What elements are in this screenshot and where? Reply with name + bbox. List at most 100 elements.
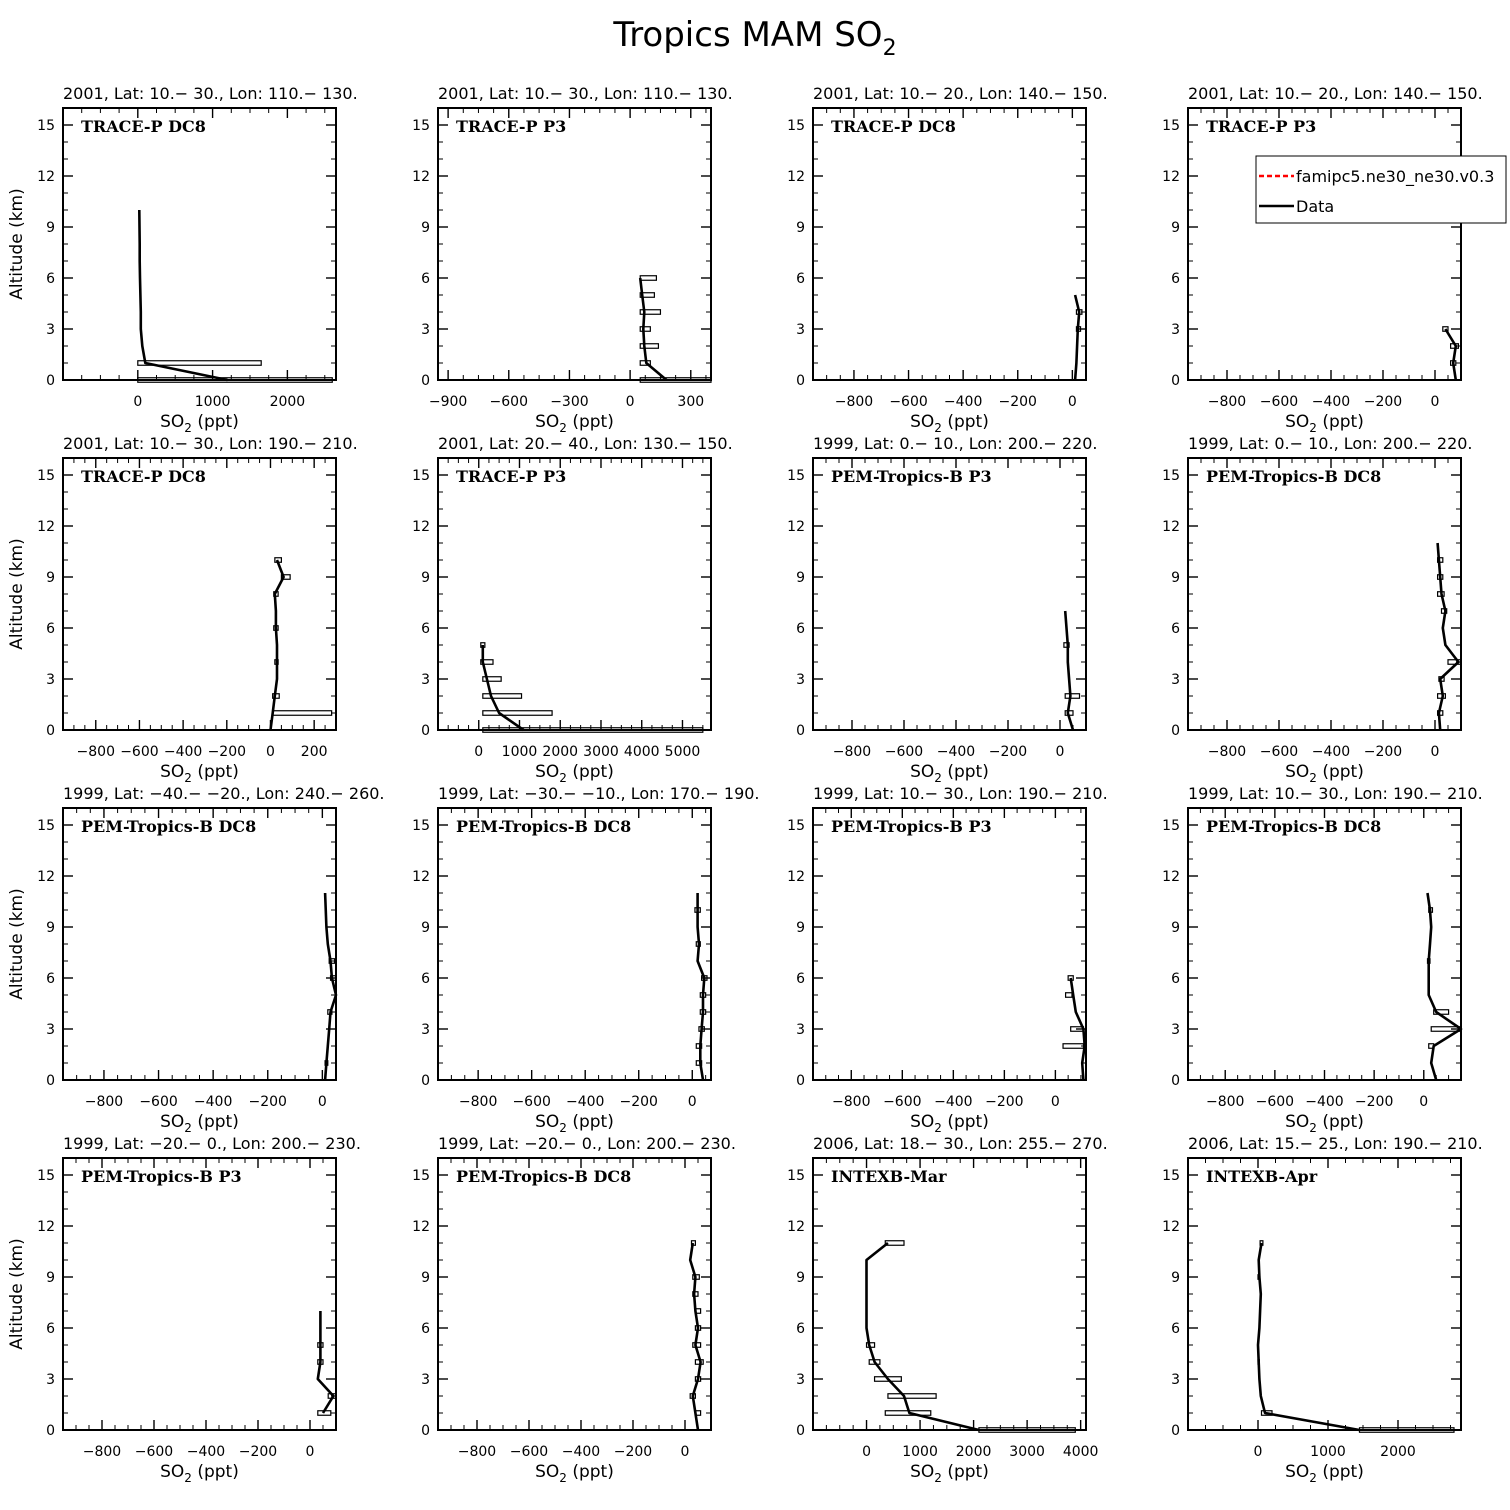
y-tick-label: 15 <box>412 818 430 834</box>
data-profile-line <box>1436 542 1460 731</box>
range-bar <box>482 710 553 716</box>
campaign-label: PEM-Tropics-B P3 <box>831 467 992 486</box>
x-tick-label: 2000 <box>542 744 578 760</box>
x-tick-label: 4000 <box>1063 1444 1099 1460</box>
x-tick-label: −600 <box>139 1094 177 1110</box>
data-profile-line <box>1256 1242 1360 1432</box>
y-tick-label: 0 <box>421 1073 430 1089</box>
x-axis-label: SO2 (ppt) <box>1285 412 1364 435</box>
y-tick-label: 12 <box>37 519 55 535</box>
x-tick-label: 0 <box>1068 394 1077 410</box>
campaign-label: PEM-Tropics-B P3 <box>81 1167 242 1186</box>
x-tick-label: 200 <box>301 744 328 760</box>
y-tick-label: 6 <box>1171 271 1180 287</box>
x-tick-label: 0 <box>133 394 142 410</box>
data-profile-line <box>138 209 228 382</box>
y-tick-label: 9 <box>46 1270 55 1286</box>
range-bar <box>280 574 291 580</box>
y-tick-label: 0 <box>796 1073 805 1089</box>
y-tick-label: 0 <box>421 373 430 389</box>
range-bar <box>272 710 333 716</box>
data-profile-line <box>1063 610 1075 731</box>
y-tick-label: 9 <box>421 920 430 936</box>
y-tick-label: 0 <box>46 1423 55 1439</box>
x-tick-label: 0 <box>1419 1094 1428 1110</box>
x-tick-label: −300 <box>550 394 588 410</box>
y-tick-label: 3 <box>1171 1372 1180 1388</box>
panel-14: 1999, Lat: −20.− 0., Lon: 200.− 230. PEM-… <box>412 1134 736 1485</box>
legend-box <box>1255 155 1507 224</box>
y-tick-label: 3 <box>796 322 805 338</box>
plot-frame <box>62 107 337 381</box>
x-axis-label: SO2 (ppt) <box>1285 1462 1364 1485</box>
panel-title: 1999, Lat: −30.− −10., Lon: 170.− 190. <box>438 784 760 803</box>
y-tick-label: 12 <box>412 169 430 185</box>
panel-7: 1999, Lat: 0.− 10., Lon: 200.− 220. PEM-T… <box>787 434 1097 785</box>
y-tick-label: 12 <box>1162 169 1180 185</box>
x-tick-label: 0 <box>626 394 635 410</box>
panel-title: 1999, Lat: 0.− 10., Lon: 200.− 220. <box>1188 434 1473 453</box>
panel-title: 1999, Lat: 10.− 30., Lon: 190.− 210. <box>813 784 1108 803</box>
y-tick-label: 12 <box>787 169 805 185</box>
x-tick-label: −800 <box>459 1094 497 1110</box>
y-tick-label: 0 <box>421 723 430 739</box>
x-tick-label: −600 <box>1256 1094 1294 1110</box>
y-tick-label: 12 <box>412 869 430 885</box>
y-tick-label: 3 <box>1171 1022 1180 1038</box>
y-tick-label: 6 <box>1171 1321 1180 1337</box>
panel-2: 2001, Lat: 10.− 30., Lon: 110.− 130. TRAC… <box>412 84 733 435</box>
range-bar <box>884 1240 905 1246</box>
y-tick-label: 0 <box>796 1423 805 1439</box>
x-axis-label: SO2 (ppt) <box>535 1462 614 1485</box>
x-tick-label: −400 <box>164 744 202 760</box>
panel-9: 1999, Lat: −40.− −20., Lon: 240.− 260. PE… <box>7 784 385 1135</box>
campaign-label: PEM-Tropics-B P3 <box>831 817 992 836</box>
campaign-label: TRACE-P P3 <box>456 117 566 136</box>
panel-13: 1999, Lat: −20.− 0., Lon: 200.− 230. PEM-… <box>7 1134 361 1485</box>
y-tick-label: 6 <box>796 621 805 637</box>
panel-title: 2006, Lat: 15.− 25., Lon: 190.− 210. <box>1188 1134 1483 1153</box>
range-bar <box>978 1427 1076 1433</box>
x-axis-label: SO2 (ppt) <box>160 1112 239 1135</box>
panel-1: 2001, Lat: 10.− 30., Lon: 110.− 130. TRAC… <box>7 84 358 435</box>
y-axis-label: Altitude (km) <box>7 538 27 650</box>
y-tick-label: 12 <box>37 869 55 885</box>
campaign-label: INTEXB-Apr <box>1206 1167 1318 1186</box>
range-bar <box>695 1043 703 1049</box>
panel-title: 1999, Lat: −20.− 0., Lon: 200.− 230. <box>438 1134 736 1153</box>
range-bar <box>1064 693 1081 699</box>
campaign-label: TRACE-P DC8 <box>81 117 206 136</box>
y-tick-label: 6 <box>46 621 55 637</box>
x-tick-label: −200 <box>1355 1094 1393 1110</box>
x-tick-label: −400 <box>187 1444 225 1460</box>
x-tick-label: −200 <box>999 394 1037 410</box>
y-tick-label: 15 <box>37 468 55 484</box>
y-tick-label: 0 <box>46 723 55 739</box>
y-tick-label: 15 <box>37 1168 55 1184</box>
y-tick-label: 3 <box>421 1372 430 1388</box>
x-axis-label: SO2 (ppt) <box>910 1112 989 1135</box>
y-tick-label: 12 <box>1162 1219 1180 1235</box>
panel-11: 1999, Lat: 10.− 30., Lon: 190.− 210. PEM-… <box>787 784 1108 1135</box>
x-tick-label: 0 <box>681 1444 690 1460</box>
y-tick-label: 0 <box>796 723 805 739</box>
panel-6: 2001, Lat: 20.− 40., Lon: 130.− 150. TRAC… <box>412 434 733 785</box>
x-axis-label: SO2 (ppt) <box>910 762 989 785</box>
x-tick-label: 0 <box>1431 744 1440 760</box>
y-tick-label: 9 <box>1171 920 1180 936</box>
y-tick-label: 6 <box>421 621 430 637</box>
y-tick-label: 6 <box>46 271 55 287</box>
data-profile-line <box>481 645 525 732</box>
range-bar <box>639 292 655 298</box>
panel-12: 1999, Lat: 10.− 30., Lon: 190.− 210. PEM-… <box>1162 784 1483 1135</box>
x-tick-label: 2000 <box>1380 1444 1416 1460</box>
plot-frame <box>62 1157 337 1431</box>
panel-title: 2006, Lat: 18.− 30., Lon: 255.− 270. <box>813 1134 1108 1153</box>
x-tick-label: 0 <box>1254 1444 1263 1460</box>
y-tick-label: 9 <box>421 220 430 236</box>
y-tick-label: 0 <box>1171 373 1180 389</box>
data-profile-line <box>1426 892 1463 1081</box>
y-tick-label: 9 <box>1171 220 1180 236</box>
panel-title: 2001, Lat: 10.− 20., Lon: 140.− 150. <box>813 84 1108 103</box>
